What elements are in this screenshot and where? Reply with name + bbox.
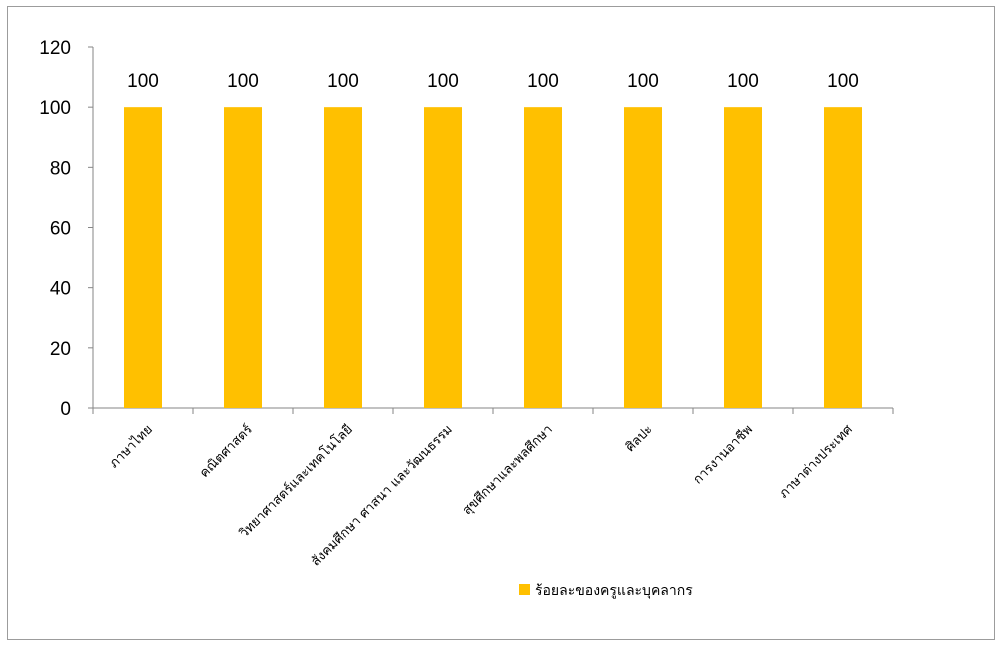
bar <box>824 107 862 409</box>
bar <box>624 107 662 409</box>
data-label: 100 <box>227 71 259 92</box>
data-label: 100 <box>827 71 859 92</box>
data-label: 100 <box>627 71 659 92</box>
data-label: 100 <box>427 71 459 92</box>
y-tick-label: 40 <box>50 279 71 300</box>
bar <box>124 107 162 409</box>
x-tick-label: สุขศึกษาและพลศึกษา <box>460 422 556 518</box>
axes <box>88 46 894 414</box>
legend-label: ร้อยละของครูและบุคลากร <box>535 583 693 599</box>
bar <box>324 107 362 409</box>
y-tick-label: 60 <box>50 219 71 240</box>
y-tick-label: 120 <box>39 38 71 59</box>
data-label: 100 <box>127 71 159 92</box>
y-tick-label: 100 <box>39 98 71 119</box>
x-tick-label: ภาษาไทย <box>106 422 156 472</box>
y-tick-label: 80 <box>50 158 71 179</box>
legend-swatch <box>519 584 530 595</box>
data-labels: 100 100 100 100 100 100 100 100 <box>127 71 859 92</box>
x-tick-label: ภาษาต่างประเทศ <box>776 422 856 502</box>
bar <box>224 107 262 409</box>
data-label: 100 <box>727 71 759 92</box>
legend: ร้อยละของครูและบุคลากร <box>519 583 693 599</box>
x-tick-label: วิทยาศาสตร์และเทคโนโลยี <box>236 422 356 542</box>
bar <box>724 107 762 409</box>
x-tick-label: ศิลปะ <box>623 422 656 455</box>
y-tick-label: 20 <box>50 339 71 360</box>
x-tick-label: การงานอาชีพ <box>690 422 756 488</box>
bars <box>124 107 862 409</box>
y-tick-labels: 0 20 40 60 80 100 120 <box>39 38 71 420</box>
x-tick-labels: ภาษาไทย คณิตศาสตร์วิทยาศาสตร์และเทคโนโลยี… <box>106 422 856 570</box>
y-tick-label: 0 <box>60 399 71 420</box>
bar <box>424 107 462 409</box>
data-label: 100 <box>327 71 359 92</box>
data-label: 100 <box>527 71 559 92</box>
bar <box>524 107 562 409</box>
x-tick-label: คณิตศาสตร์ <box>196 422 255 481</box>
